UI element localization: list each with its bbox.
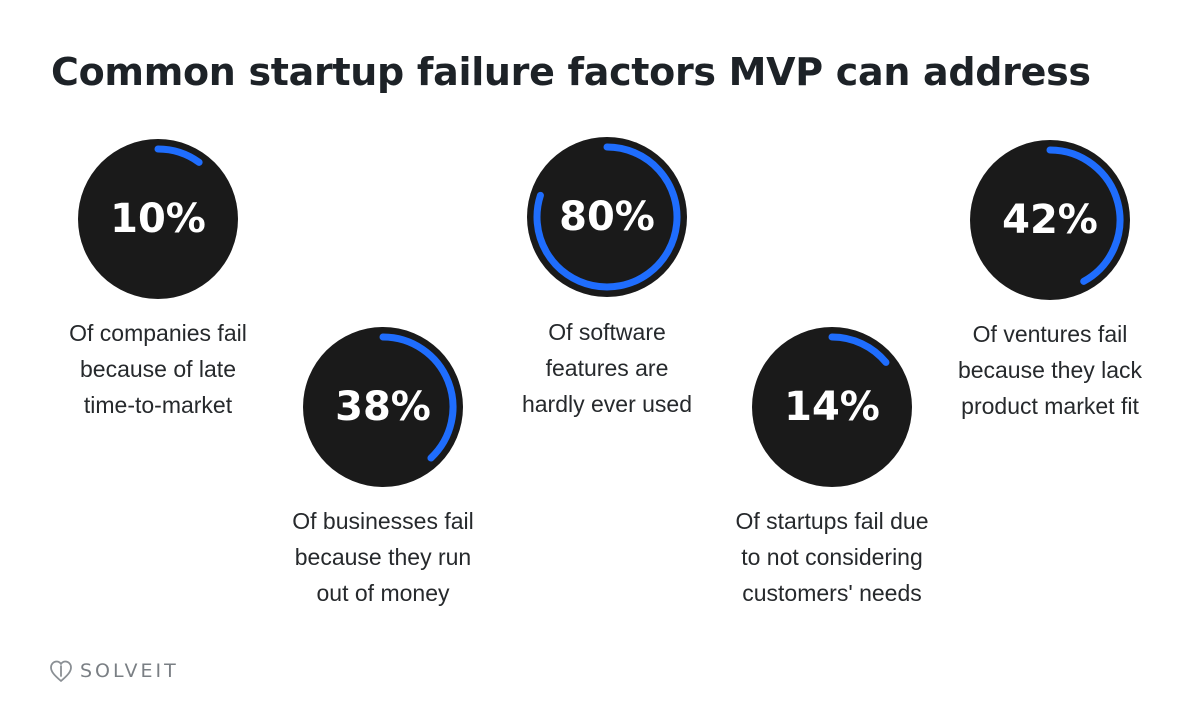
ring-progress-arc: [379, 333, 457, 462]
ring-background: [78, 139, 238, 299]
progress-ring: 42%: [970, 140, 1130, 300]
logo-wordmark: SOLVEIT: [80, 660, 179, 682]
stat-caption: Of software features are hardly ever use…: [492, 314, 722, 422]
progress-ring: 38%: [303, 327, 463, 487]
stat-value: 80%: [559, 194, 655, 240]
caption-line: features are: [545, 355, 669, 381]
caption-line: hardly ever used: [521, 391, 693, 417]
stat-value: 42%: [1002, 197, 1098, 243]
ring-background: [752, 327, 912, 487]
caption-line: customers' needs: [742, 580, 922, 606]
stat-caption: Of companies fail because of late time-t…: [43, 315, 273, 423]
stat-value: 10%: [110, 196, 206, 242]
solveit-heart-icon: [50, 660, 72, 682]
progress-ring: 14%: [752, 327, 912, 487]
stat-value: 14%: [784, 384, 880, 430]
caption-line: Of ventures fail: [972, 321, 1128, 347]
caption-line: to not considering: [741, 544, 923, 570]
stat-caption: Of businesses fail because they run out …: [268, 503, 498, 611]
caption-line: Of software: [548, 319, 666, 345]
ring-progress-arc: [154, 145, 203, 166]
stat-caption: Of startups fail due to not considering …: [717, 503, 947, 611]
caption-line: because of late: [79, 356, 236, 382]
ring-background: [303, 327, 463, 487]
caption-line: Of companies fail: [69, 320, 247, 346]
ring-progress-arc: [533, 143, 681, 291]
stat-caption: Of ventures fail because they lack produ…: [935, 316, 1165, 424]
stat-card-customer-needs: 14% Of startups fail due to not consider…: [717, 325, 947, 615]
solveit-logo[interactable]: SOLVEIT: [50, 659, 179, 683]
caption-line: time-to-market: [83, 392, 233, 418]
caption-line: Of startups fail due: [735, 508, 929, 534]
ring-progress-arc: [1046, 146, 1124, 285]
caption-line: out of money: [316, 580, 450, 606]
progress-ring: 80%: [527, 137, 687, 297]
caption-line: Of businesses fail: [292, 508, 474, 534]
stat-card-unused-features: 80% Of software features are hardly ever…: [492, 135, 722, 425]
stat-card-product-market-fit: 42% Of ventures fail because they lack p…: [935, 138, 1165, 428]
page-title: Common startup failure factors MVP can a…: [51, 50, 1091, 94]
ring-background: [527, 137, 687, 297]
caption-line: because they run: [294, 544, 472, 570]
ring-background: [970, 140, 1130, 300]
stat-value: 38%: [335, 384, 431, 430]
ring-progress-arc: [828, 333, 890, 366]
stat-card-time-to-market: 10% Of companies fail because of late ti…: [43, 137, 273, 427]
caption-line: because they lack: [957, 357, 1143, 383]
caption-line: product market fit: [961, 393, 1139, 419]
stat-card-out-of-money: 38% Of businesses fail because they run …: [268, 325, 498, 615]
progress-ring: 10%: [78, 139, 238, 299]
